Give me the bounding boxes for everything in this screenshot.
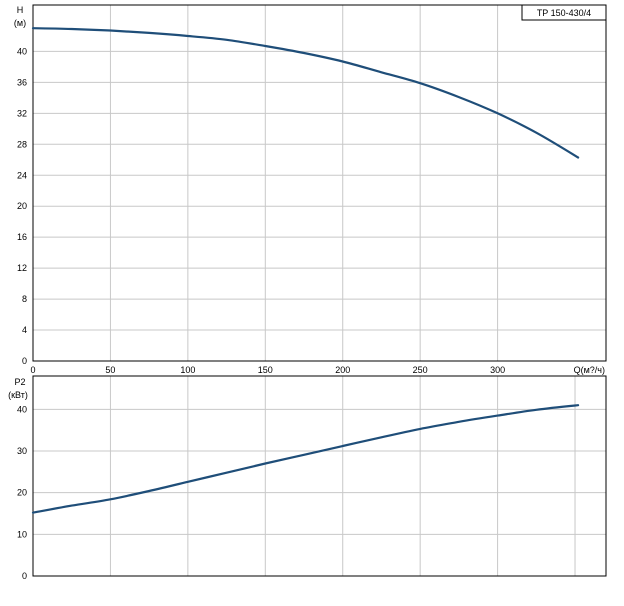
y-tick-label: 20 bbox=[17, 488, 27, 498]
y-tick-label: 28 bbox=[17, 139, 27, 149]
y-tick-label: 40 bbox=[17, 46, 27, 56]
y-tick-label: 32 bbox=[17, 108, 27, 118]
y-tick-label: 10 bbox=[17, 529, 27, 539]
y-tick-label: 0 bbox=[22, 571, 27, 581]
y-tick-label: 4 bbox=[22, 325, 27, 335]
y-tick-label: 30 bbox=[17, 446, 27, 456]
x-tick-label: 250 bbox=[413, 365, 428, 375]
head-plot-frame bbox=[32, 4, 607, 362]
power-plot-frame bbox=[32, 375, 607, 577]
y-tick-label: 40 bbox=[17, 404, 27, 414]
head-curve bbox=[31, 27, 580, 159]
head-yunit: (м) bbox=[14, 18, 26, 28]
y-tick-label: 24 bbox=[17, 170, 27, 180]
y-tick-label: 16 bbox=[17, 232, 27, 242]
x-tick-label: 50 bbox=[105, 365, 115, 375]
x-tick-label: 100 bbox=[180, 365, 195, 375]
y-tick-label: 0 bbox=[22, 356, 27, 366]
power-tick-labels: 0 10 20 30 40 bbox=[17, 404, 27, 581]
y-tick-label: 36 bbox=[17, 77, 27, 87]
x-tick-label: 200 bbox=[335, 365, 350, 375]
power-yunit: (кВт) bbox=[8, 390, 28, 400]
y-tick-label: 8 bbox=[22, 294, 27, 304]
x-tick-label: 0 bbox=[30, 365, 35, 375]
power-ylabel: P2 bbox=[14, 377, 25, 387]
power-grid bbox=[33, 376, 606, 576]
model-label: TP 150-430/4 bbox=[537, 8, 591, 18]
head-grid bbox=[33, 5, 606, 361]
head-xlabel: Q(м?/ч) bbox=[574, 365, 605, 375]
x-tick-label: 300 bbox=[490, 365, 505, 375]
x-tick-label: 150 bbox=[258, 365, 273, 375]
model-label-box: TP 150-430/4 bbox=[521, 4, 607, 21]
power-curve bbox=[31, 404, 580, 514]
y-tick-label: 20 bbox=[17, 201, 27, 211]
head-ylabel: H bbox=[17, 5, 24, 15]
head-tick-labels: 0 50 100 150 200 250 300 0 4 8 12 16 20 24 28 32 36 40 bbox=[17, 46, 505, 375]
y-tick-label: 12 bbox=[17, 263, 27, 273]
